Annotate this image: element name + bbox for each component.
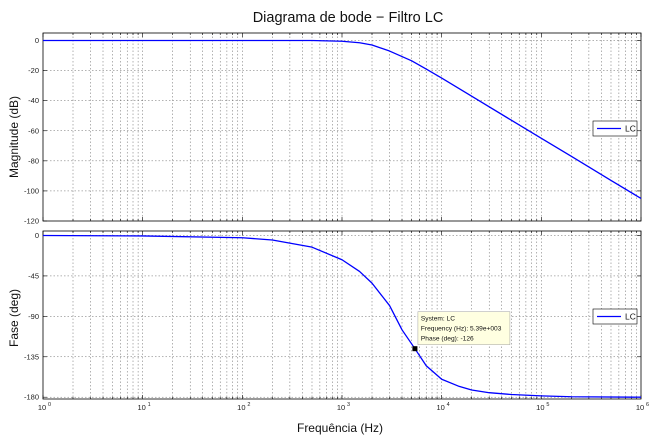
- magnitude-y-tick-label: -40: [28, 96, 39, 105]
- x-tick-label: 10: [137, 403, 145, 412]
- x-tick-label: 10: [436, 403, 444, 412]
- phase-y-tick-label: -45: [28, 271, 39, 280]
- magnitude-y-tick-label: 0: [35, 36, 39, 45]
- magnitude-y-tick-label: -100: [24, 186, 39, 195]
- data-tip-line: System: LC: [421, 316, 455, 323]
- phase-y-tick-label: -180: [24, 393, 39, 402]
- magnitude-y-tick-label: -20: [28, 66, 39, 75]
- x-tick-exponent: 2: [247, 402, 250, 408]
- magnitude-legend: LC: [592, 120, 638, 137]
- data-tip-box: [417, 311, 511, 345]
- phase-axes: 0 -45 -90 -135 -180 LC System: LC Frequency (Hz…: [24, 230, 642, 402]
- magnitude-y-axis-label: Magnitude (dB): [7, 96, 21, 178]
- x-tick-exponent: 0: [48, 402, 51, 408]
- plot-layer: 0 -20 -40 -60 -80 -100 -120 LC 0 -45 -90 -135 -180 LC…: [24, 32, 649, 412]
- x-axis-label: Frequência (Hz): [297, 421, 383, 435]
- phase-y-tick-label: -90: [28, 312, 39, 321]
- magnitude-axes: 0 -20 -40 -60 -80 -100 -120 LC: [24, 32, 642, 226]
- x-tick-exponent: 6: [646, 402, 649, 408]
- legend-label: LC: [625, 312, 636, 322]
- phase-y-axis-label: Fase (deg): [7, 289, 21, 347]
- magnitude-y-tick-label: -120: [24, 217, 39, 226]
- phase-y-tick-label: -135: [24, 352, 39, 361]
- magnitude-y-tick-label: -60: [28, 126, 39, 135]
- x-tick-label: 10: [636, 403, 644, 412]
- phase-series-LC: [42, 234, 642, 398]
- x-tick-exponent: 4: [447, 402, 450, 408]
- data-tip-marker: [412, 346, 418, 352]
- x-tick-label: 10: [536, 403, 544, 412]
- x-tick-exponent: 1: [148, 402, 151, 408]
- phase-legend: LC: [592, 308, 638, 325]
- magnitude-y-tick-label: -80: [28, 156, 39, 165]
- phase-y-tick-label: 0: [35, 231, 39, 240]
- data-tip-line: Frequency (Hz): 5.39e+003: [421, 326, 502, 333]
- x-tick-label: 10: [337, 403, 345, 412]
- x-tick-exponent: 3: [347, 402, 350, 408]
- x-tick-label: 10: [38, 403, 46, 412]
- chart-title: Diagrama de bode − Filtro LC: [253, 10, 444, 26]
- legend-label: LC: [625, 124, 636, 134]
- x-tick-label: 10: [237, 403, 245, 412]
- x-tick-exponent: 5: [546, 402, 549, 408]
- magnitude-series-LC: [43, 39, 642, 199]
- data-tip-line: Phase (deg): -126: [421, 336, 474, 343]
- data-tip: System: LC Frequency (Hz): 5.39e+003 Phase…: [412, 311, 511, 352]
